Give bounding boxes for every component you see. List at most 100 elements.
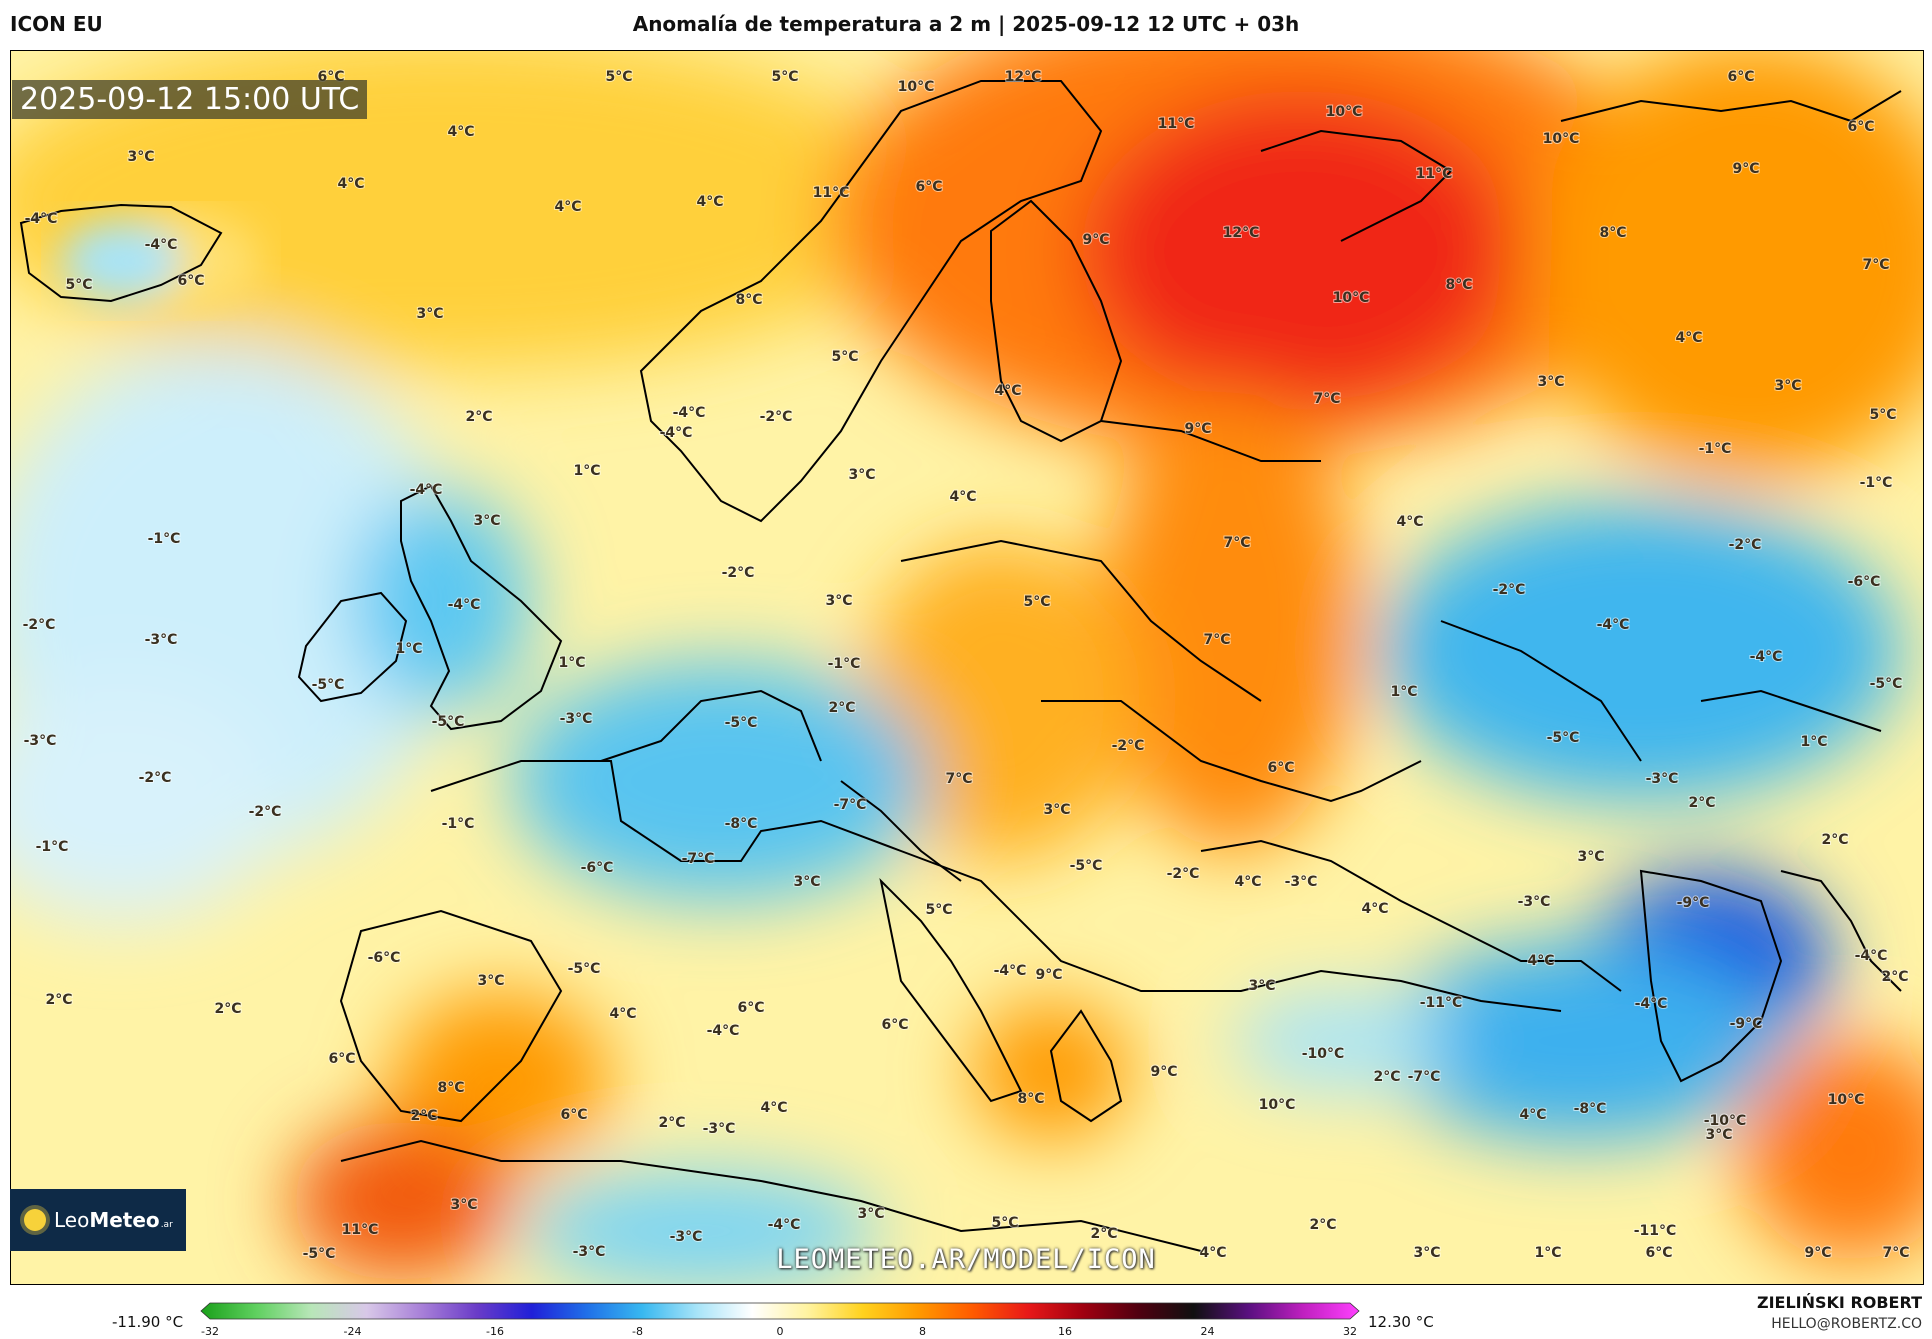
temperature-label: -1°C [828,656,861,672]
temperature-label: -3°C [670,1229,703,1245]
temperature-label: 4°C [447,124,474,140]
temperature-label: 2°C [214,1001,241,1017]
temperature-label: -9°C [1677,895,1710,911]
temperature-label: -9°C [1730,1016,1763,1032]
temperature-label: 5°C [1869,407,1896,423]
temperature-label: -2°C [722,565,755,581]
colorbar-tick-label: 16 [1058,1325,1072,1338]
temperature-label: 4°C [1234,874,1261,890]
temperature-label: 3°C [848,467,875,483]
temperature-label: 10°C [1259,1097,1296,1113]
temperature-label: -6°C [368,950,401,966]
temperature-label: -1°C [442,816,475,832]
temperature-label: 5°C [831,349,858,365]
temperature-label: 10°C [1333,290,1370,306]
temperature-label: 3°C [127,149,154,165]
temperature-label: 9°C [1184,421,1211,437]
temperature-label: 3°C [477,973,504,989]
colorbar-max-label: 12.30 °C [1368,1313,1434,1331]
temperature-label: -6°C [1848,574,1881,590]
temperature-label: 6°C [177,273,204,289]
temperature-label: -5°C [303,1246,336,1262]
anomaly-map[interactable]: 6°C 5°C 5°C 10°C 12°C 6°C 6°C 4°C 11°C 10°C 10°C 3°… [10,50,1924,1285]
temperature-label: -5°C [725,715,758,731]
temperature-label: -4°C [448,597,481,613]
author-email[interactable]: HELLO@ROBERTZ.CO [1771,1316,1922,1332]
temperature-label: 1°C [1534,1245,1561,1261]
temperature-label: 2°C [1881,969,1908,985]
temperature-label: 9°C [1804,1245,1831,1261]
temperature-label: -4°C [25,211,58,227]
temperature-label: -2°C [760,409,793,425]
temperature-label: 11°C [1416,166,1453,182]
temperature-label: 1°C [1800,734,1827,750]
temperature-label: 7°C [945,771,972,787]
temperature-label: -4°C [1855,948,1888,964]
temperature-label: -7°C [682,851,715,867]
temperature-label: -5°C [312,677,345,693]
temperature-label: 6°C [881,1017,908,1033]
temperature-label: 2°C [1373,1069,1400,1085]
temperature-label: -2°C [139,770,172,786]
temperature-label: 4°C [554,199,581,215]
temperature-label: 2°C [1688,795,1715,811]
temperature-label: 7°C [1862,257,1889,273]
temperature-label: 4°C [609,1006,636,1022]
temperature-label: 9°C [1082,232,1109,248]
temperature-label: 3°C [1248,978,1275,994]
colorbar-tick-label: -8 [632,1325,643,1338]
temperature-label: 5°C [65,277,92,293]
temperature-label: -4°C [410,482,443,498]
colorbar-tick-label: -24 [343,1325,362,1338]
author-name: ZIELIŃSKI ROBERT [1756,1293,1922,1312]
valid-time-badge: 2025-09-12 15:00 UTC [12,80,368,119]
colorbar-tick-label: 0 [776,1325,784,1338]
temperature-label: 9°C [1035,967,1062,983]
temperature-label: 12°C [1005,69,1042,85]
watermark-url: LEOMETEO.AR/MODEL/ICON [776,1244,1156,1275]
temperature-label: -4°C [707,1023,740,1039]
temperature-label: 4°C [696,194,723,210]
temperature-label: 2°C [658,1115,685,1131]
temperature-label: -5°C [1547,730,1580,746]
temperature-label: -4°C [1750,649,1783,665]
temperature-label: 3°C [1537,374,1564,390]
temperature-label: 8°C [1599,225,1626,241]
temperature-label: 2°C [828,700,855,716]
temperature-label: -6°C [581,860,614,876]
temperature-label: -8°C [1574,1101,1607,1117]
temperature-label: 1°C [1390,684,1417,700]
temperature-label: -10°C [1704,1113,1747,1129]
temperature-label: 7°C [1882,1245,1909,1261]
temperature-label: 11°C [342,1222,379,1238]
temperature-label: 6°C [1267,760,1294,776]
temperature-label: -4°C [145,237,178,253]
temperature-label: 7°C [1203,632,1230,648]
temperature-label: -1°C [1860,475,1893,491]
temperature-label: 9°C [1150,1064,1177,1080]
temperature-label: -2°C [1729,537,1762,553]
temperature-label: 4°C [1361,901,1388,917]
temperature-label: 6°C [915,179,942,195]
temperature-label: -2°C [1167,866,1200,882]
temperature-label: -3°C [24,733,57,749]
temperature-label: -3°C [573,1244,606,1260]
temperature-label: 2°C [410,1108,437,1124]
temperature-label: -3°C [1518,894,1551,910]
colorbar-tick-label: 24 [1200,1325,1215,1338]
temperature-label: 5°C [925,902,952,918]
temperature-label: -3°C [560,711,593,727]
temperature-label: 8°C [1017,1091,1044,1107]
temperature-label: 3°C [793,874,820,890]
temperature-label: -4°C [768,1217,801,1233]
temperature-label: -7°C [834,797,867,813]
temperature-label: 3°C [825,593,852,609]
temperature-label: 8°C [1445,277,1472,293]
temperature-label: -3°C [1646,771,1679,787]
sun-icon [24,1209,46,1231]
temperature-label: 6°C [560,1107,587,1123]
temperature-label: 3°C [1577,849,1604,865]
temperature-label: 5°C [605,69,632,85]
temperature-label: 6°C [1847,119,1874,135]
temperature-label: -3°C [145,632,178,648]
